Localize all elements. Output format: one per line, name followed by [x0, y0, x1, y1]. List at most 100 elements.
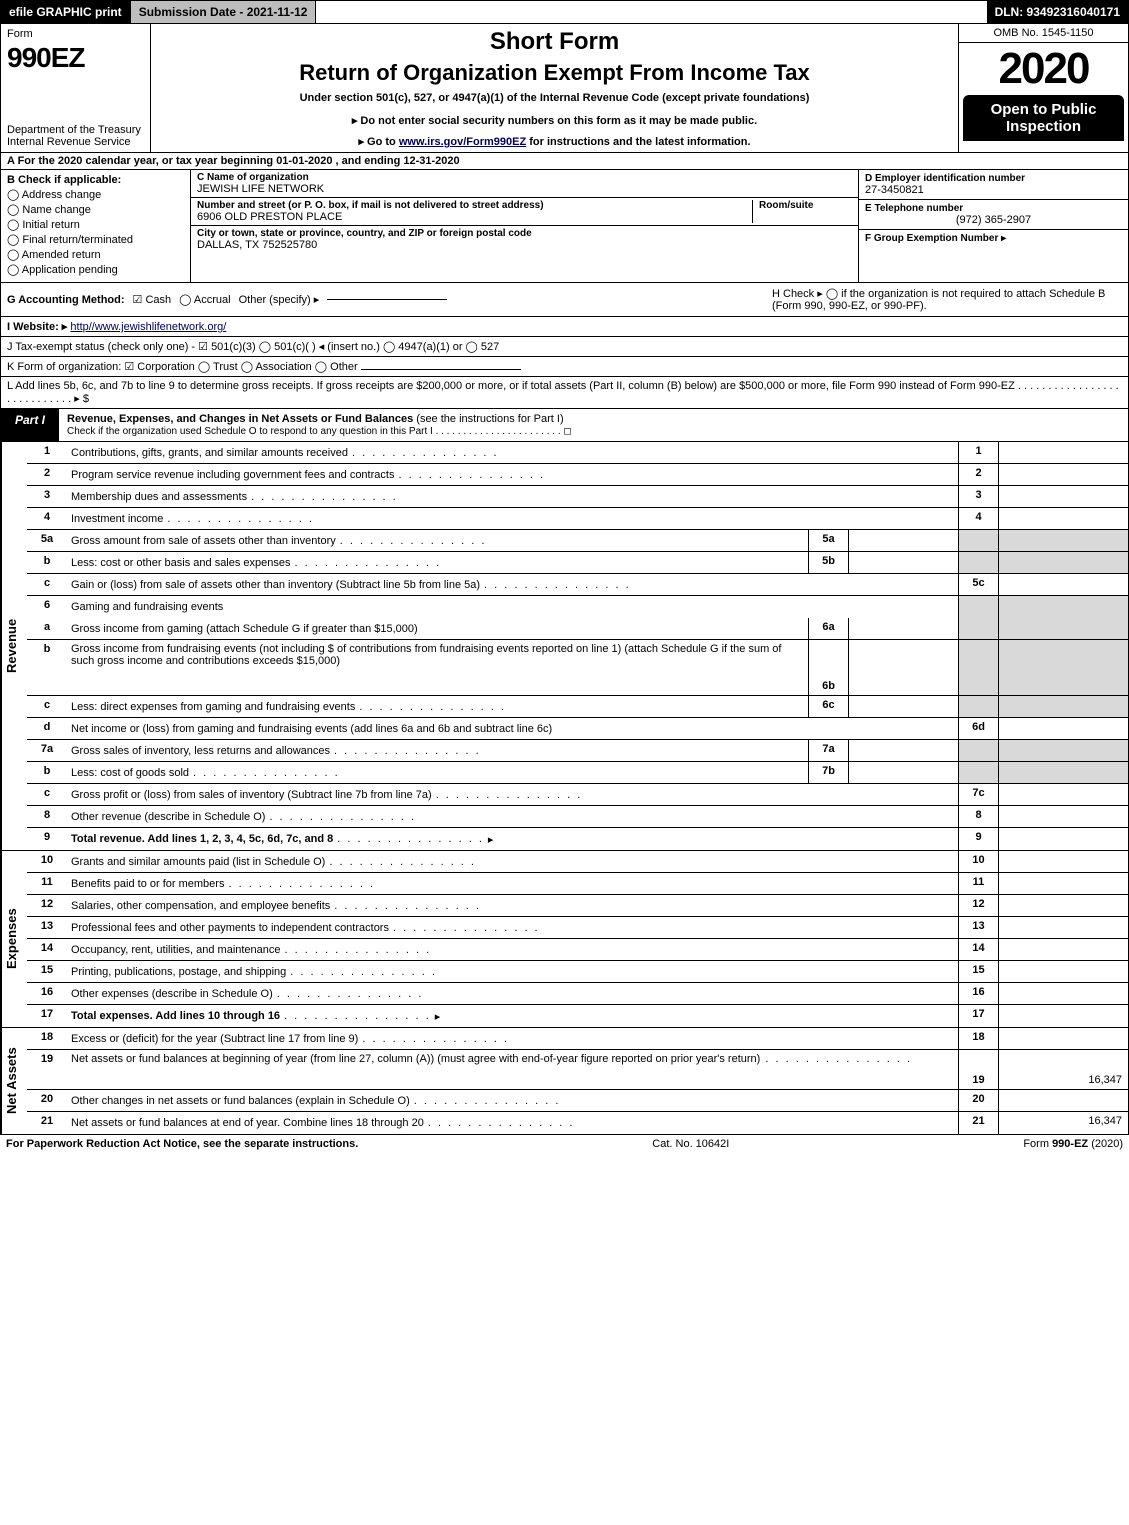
line-17-num: 17: [27, 1005, 67, 1027]
accounting-other[interactable]: Other (specify) ▸: [239, 293, 320, 306]
header-left: Form 990EZ Department of the Treasury In…: [1, 24, 151, 152]
line-13-num: 13: [27, 917, 67, 938]
street-row: Number and street (or P. O. box, if mail…: [191, 198, 858, 226]
check-name-change[interactable]: Name change: [7, 203, 184, 216]
line-1-label: Contributions, gifts, grants, and simila…: [71, 447, 348, 459]
line-12: 12 Salaries, other compensation, and emp…: [27, 895, 1128, 917]
line-10-text: Grants and similar amounts paid (list in…: [67, 851, 958, 872]
line-2-text: Program service revenue including govern…: [67, 464, 958, 485]
check-address-change[interactable]: Address change: [7, 188, 184, 201]
website-link[interactable]: http//www.jewishlifenetwork.org/: [70, 321, 226, 333]
line-21-label: Net assets or fund balances at end of ye…: [71, 1117, 424, 1129]
part-1-title: Revenue, Expenses, and Changes in Net As…: [67, 413, 413, 425]
check-application-pending[interactable]: Application pending: [7, 263, 184, 276]
line-6b-value: [998, 640, 1128, 695]
line-1-num: 1: [27, 442, 67, 463]
line-3: 3 Membership dues and assessments 3: [27, 486, 1128, 508]
row-k-blank[interactable]: [361, 369, 521, 370]
street-label: Number and street (or P. O. box, if mail…: [197, 200, 752, 211]
line-5b: b Less: cost or other basis and sales ex…: [27, 552, 1128, 574]
row-i-website: I Website: ▸ http//www.jewishlifenetwork…: [0, 317, 1129, 337]
line-10: 10 Grants and similar amounts paid (list…: [27, 851, 1128, 873]
expenses-rows: 10 Grants and similar amounts paid (list…: [27, 851, 1128, 1027]
accounting-cash[interactable]: Cash: [133, 293, 172, 306]
line-13-text: Professional fees and other payments to …: [67, 917, 958, 938]
line-3-text: Membership dues and assessments: [67, 486, 958, 507]
line-15-text: Printing, publications, postage, and shi…: [67, 961, 958, 982]
netassets-vertical-label: Net Assets: [1, 1028, 27, 1134]
line-5a-text: Gross amount from sale of assets other t…: [67, 530, 808, 551]
line-6c: c Less: direct expenses from gaming and …: [27, 696, 1128, 718]
line-6b-text: Gross income from fundraising events (no…: [67, 640, 808, 695]
line-5a-midnum: 5a: [808, 530, 848, 551]
tax-year: 2020: [959, 43, 1128, 95]
line-8-text: Other revenue (describe in Schedule O): [67, 806, 958, 827]
line-12-text: Salaries, other compensation, and employ…: [67, 895, 958, 916]
line-6a-label: Gross income from gaming (attach Schedul…: [71, 623, 418, 635]
line-7b-rnum: [958, 762, 998, 783]
line-5a-rnum: [958, 530, 998, 551]
line-14-rnum: 14: [958, 939, 998, 960]
efile-print-label[interactable]: efile GRAPHIC print: [1, 1, 131, 23]
line-11-rnum: 11: [958, 873, 998, 894]
line-15-value: [998, 961, 1128, 982]
line-6b-midval: [848, 640, 958, 695]
city-row: City or town, state or province, country…: [191, 226, 858, 253]
line-9-num: 9: [27, 828, 67, 850]
line-7a-rnum: [958, 740, 998, 761]
line-9-text: Total revenue. Add lines 1, 2, 3, 4, 5c,…: [67, 828, 958, 850]
ein-value: 27-3450821: [865, 184, 1122, 196]
line-19-text: Net assets or fund balances at beginning…: [67, 1050, 958, 1089]
check-amended-return[interactable]: Amended return: [7, 248, 184, 261]
line-1-rnum: 1: [958, 442, 998, 463]
line-6b-num: b: [27, 640, 67, 695]
line-7b-text: Less: cost of goods sold: [67, 762, 808, 783]
line-5b-midnum: 5b: [808, 552, 848, 573]
line-21-num: 21: [27, 1112, 67, 1134]
footer-right: Form 990-EZ (2020): [1023, 1138, 1123, 1150]
check-final-return[interactable]: Final return/terminated: [7, 233, 184, 246]
line-16-rnum: 16: [958, 983, 998, 1004]
line-5b-num: b: [27, 552, 67, 573]
line-17-value: [998, 1005, 1128, 1027]
line-15-rnum: 15: [958, 961, 998, 982]
line-6a-num: a: [27, 618, 67, 639]
line-6-value: [998, 596, 1128, 618]
section-b: B Check if applicable: Address change Na…: [1, 170, 191, 282]
line-6d: d Net income or (loss) from gaming and f…: [27, 718, 1128, 740]
row-j-text: J Tax-exempt status (check only one) - ☑…: [7, 341, 499, 353]
row-l-text: L Add lines 5b, 6c, and 7b to line 9 to …: [7, 380, 1119, 405]
line-6-num: 6: [27, 596, 67, 618]
line-14-label: Occupancy, rent, utilities, and maintena…: [71, 944, 281, 956]
line-5c-rnum: 5c: [958, 574, 998, 595]
line-5a-value: [998, 530, 1128, 551]
line-7c: c Gross profit or (loss) from sales of i…: [27, 784, 1128, 806]
city-label: City or town, state or province, country…: [197, 228, 532, 239]
irs-link[interactable]: www.irs.gov/Form990EZ: [399, 136, 526, 148]
line-6c-rnum: [958, 696, 998, 717]
line-7c-num: c: [27, 784, 67, 805]
line-21-value: 16,347: [998, 1112, 1128, 1134]
revenue-vertical-label: Revenue: [1, 442, 27, 850]
line-6c-label: Less: direct expenses from gaming and fu…: [71, 701, 355, 713]
line-6a-rnum: [958, 618, 998, 639]
line-15-num: 15: [27, 961, 67, 982]
line-1-text: Contributions, gifts, grants, and simila…: [67, 442, 958, 463]
line-3-label: Membership dues and assessments: [71, 491, 247, 503]
line-7c-value: [998, 784, 1128, 805]
line-5c-label: Gain or (loss) from sale of assets other…: [71, 579, 480, 591]
line-7a-num: 7a: [27, 740, 67, 761]
line-18-label: Excess or (deficit) for the year (Subtra…: [71, 1033, 358, 1045]
footer-right-pre: Form: [1023, 1138, 1052, 1150]
footer-right-post: (2020): [1088, 1138, 1123, 1150]
revenue-rows: 1 Contributions, gifts, grants, and simi…: [27, 442, 1128, 850]
line-21: 21 Net assets or fund balances at end of…: [27, 1112, 1128, 1134]
accounting-accrual[interactable]: Accrual: [179, 293, 230, 306]
line-13-value: [998, 917, 1128, 938]
line-6d-text: Net income or (loss) from gaming and fun…: [67, 718, 958, 739]
line-7b-num: b: [27, 762, 67, 783]
accounting-other-blank[interactable]: [327, 299, 447, 300]
check-initial-return[interactable]: Initial return: [7, 218, 184, 231]
main-title: Return of Organization Exempt From Incom…: [299, 60, 810, 86]
line-16-num: 16: [27, 983, 67, 1004]
